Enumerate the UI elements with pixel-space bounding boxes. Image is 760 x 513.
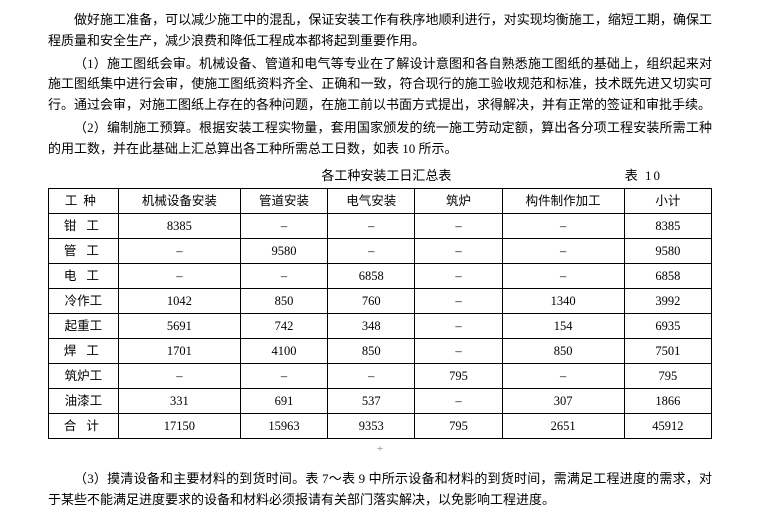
table-row: 电工––6858––6858 (49, 264, 712, 289)
table-row: 管工–9580–––9580 (49, 239, 712, 264)
row-label: 筑炉工 (49, 364, 119, 389)
table-cell: 6935 (624, 314, 711, 339)
row-label: 合计 (49, 414, 119, 439)
table-cell: – (415, 339, 502, 364)
table-cell: – (240, 264, 327, 289)
table-row: 油漆工331691537–3071866 (49, 389, 712, 414)
header-cell: 机械设备安装 (118, 189, 240, 214)
table-cell: 331 (118, 389, 240, 414)
table-cell: 691 (240, 389, 327, 414)
table-cell: – (328, 214, 415, 239)
table-cell: – (415, 264, 502, 289)
table-cell: – (502, 264, 624, 289)
header-cell: 构件制作加工 (502, 189, 624, 214)
table-cell: 7501 (624, 339, 711, 364)
table-cell: – (118, 239, 240, 264)
table-cell: – (328, 239, 415, 264)
header-cell: 管道安装 (240, 189, 327, 214)
table-cell: 5691 (118, 314, 240, 339)
table-cell: 4100 (240, 339, 327, 364)
table-cell: – (502, 214, 624, 239)
table-cell: 307 (502, 389, 624, 414)
table-row: 合计17150159639353795265145912 (49, 414, 712, 439)
table-cell: 45912 (624, 414, 711, 439)
row-label: 钳工 (49, 214, 119, 239)
table-caption-row: 各工种安装工日汇总表 表 10 (48, 166, 712, 187)
table-cell: 537 (328, 389, 415, 414)
table-cell: 760 (328, 289, 415, 314)
table-cell: 850 (328, 339, 415, 364)
table-cell: 850 (502, 339, 624, 364)
table-cell: 8385 (118, 214, 240, 239)
table-row: 钳工8385––––8385 (49, 214, 712, 239)
table-cell: – (240, 364, 327, 389)
row-label: 管工 (49, 239, 119, 264)
table-cell: 9580 (624, 239, 711, 264)
table-cell: – (415, 389, 502, 414)
table-cell: 742 (240, 314, 327, 339)
row-label: 起重工 (49, 314, 119, 339)
table-cell: 8385 (624, 214, 711, 239)
header-cell: 电气安装 (328, 189, 415, 214)
table-cell: 15963 (240, 414, 327, 439)
table-cell: – (415, 239, 502, 264)
row-label: 油漆工 (49, 389, 119, 414)
item-3-paragraph: （3）摸清设备和主要材料的到货时间。表 7～表 9 中所示设备和材料的到货时间，… (48, 469, 712, 511)
table-cell: 1866 (624, 389, 711, 414)
table-cell: – (415, 214, 502, 239)
table-cell: – (118, 264, 240, 289)
table-header-row: 工种 机械设备安装 管道安装 电气安装 筑炉 构件制作加工 小计 (49, 189, 712, 214)
table-cell: – (415, 314, 502, 339)
table-cell: 9580 (240, 239, 327, 264)
row-label: 冷作工 (49, 289, 119, 314)
page-marker: + (48, 441, 712, 459)
table-cell: 1701 (118, 339, 240, 364)
table-cell: – (328, 364, 415, 389)
table-cell: 795 (415, 364, 502, 389)
table-number: 表 10 (625, 166, 662, 187)
table-cell: 348 (328, 314, 415, 339)
table-cell: 3992 (624, 289, 711, 314)
header-cell: 小计 (624, 189, 711, 214)
table-cell: 1340 (502, 289, 624, 314)
table-cell: 17150 (118, 414, 240, 439)
table-cell: 2651 (502, 414, 624, 439)
table-row: 起重工5691742348–1546935 (49, 314, 712, 339)
table-cell: 795 (415, 414, 502, 439)
table-title: 各工种安装工日汇总表 (48, 166, 625, 187)
table-row: 焊工17014100850–8507501 (49, 339, 712, 364)
header-cell: 工种 (49, 189, 119, 214)
table-cell: 6858 (328, 264, 415, 289)
table-cell: 154 (502, 314, 624, 339)
intro-paragraph: 做好施工准备，可以减少施工中的混乱，保证安装工作有秩序地顺利进行，对实现均衡施工… (48, 10, 712, 52)
row-label: 焊工 (49, 339, 119, 364)
table-cell: 9353 (328, 414, 415, 439)
item-1-paragraph: （1）施工图纸会审。机械设备、管道和电气等专业在了解设计意图和各自熟悉施工图纸的… (48, 54, 712, 116)
table-cell: 795 (624, 364, 711, 389)
item-2-paragraph: （2）编制施工预算。根据安装工程实物量，套用国家颁发的统一施工劳动定额，算出各分… (48, 118, 712, 160)
table-row: 冷作工1042850760–13403992 (49, 289, 712, 314)
table-cell: – (240, 214, 327, 239)
row-label: 电工 (49, 264, 119, 289)
table-cell: 6858 (624, 264, 711, 289)
table-cell: – (415, 289, 502, 314)
table-cell: – (118, 364, 240, 389)
labor-summary-table: 工种 机械设备安装 管道安装 电气安装 筑炉 构件制作加工 小计 钳工8385–… (48, 188, 712, 439)
table-row: 筑炉工–––795–795 (49, 364, 712, 389)
table-cell: – (502, 364, 624, 389)
table-cell: 1042 (118, 289, 240, 314)
header-cell: 筑炉 (415, 189, 502, 214)
table-cell: 850 (240, 289, 327, 314)
table-cell: – (502, 239, 624, 264)
